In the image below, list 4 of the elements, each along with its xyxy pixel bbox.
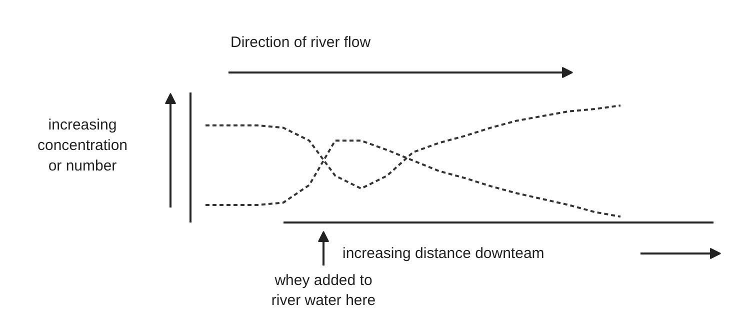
y-axis-title: increasing concentration or number — [37, 116, 128, 174]
chart-title: Direction of river flow — [230, 34, 371, 51]
text: whey added to river water here — [271, 272, 376, 310]
x-axis-title: increasing distance downteam — [342, 245, 544, 262]
